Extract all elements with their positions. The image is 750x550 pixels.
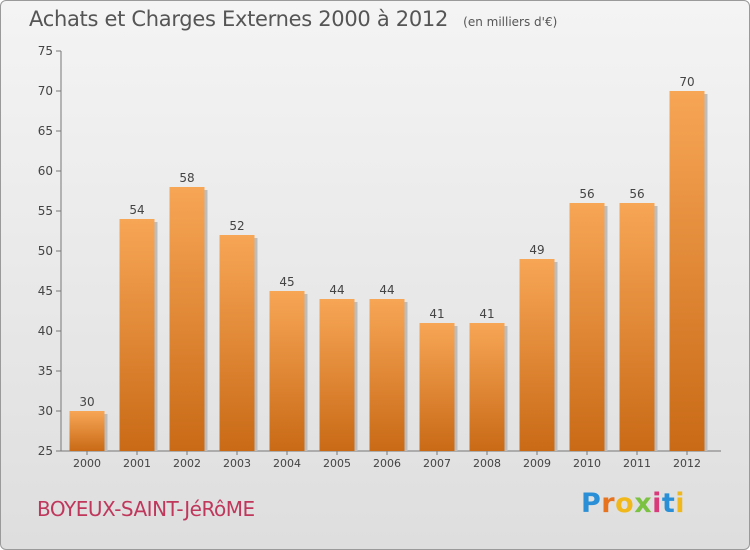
x-tick-label-2009: 2009	[523, 457, 551, 470]
brand-letter: r	[601, 488, 616, 519]
bar-2012	[669, 91, 705, 451]
x-tick-label-2001: 2001	[123, 457, 151, 470]
data-label-2004: 45	[279, 275, 294, 289]
data-label-2008: 41	[479, 307, 494, 321]
bar-2000	[69, 411, 105, 451]
x-tick-label-2011: 2011	[623, 457, 651, 470]
bar-2011	[619, 203, 655, 451]
bar-2006	[369, 299, 405, 451]
x-tick-label-2012: 2012	[673, 457, 701, 470]
x-tick-label-2000: 2000	[73, 457, 101, 470]
brand-letter: x	[634, 488, 653, 519]
x-tick-label-2007: 2007	[423, 457, 451, 470]
y-tick-label: 70	[38, 84, 53, 98]
x-tick-label-2008: 2008	[473, 457, 501, 470]
data-label-2000: 30	[79, 395, 94, 409]
bar-2007	[419, 323, 455, 451]
data-label-2005: 44	[329, 283, 344, 297]
data-label-2010: 56	[579, 187, 594, 201]
brand-letter: P	[581, 488, 602, 519]
chart-title: Achats et Charges Externes 2000 à 2012	[29, 7, 449, 31]
y-tick-label: 25	[38, 444, 53, 458]
data-label-2002: 58	[179, 171, 194, 185]
brand-logo: Proxiti	[581, 488, 685, 519]
chart-unit-label: (en milliers d'€)	[463, 15, 558, 29]
y-tick-label: 45	[38, 284, 53, 298]
x-tick-label-2002: 2002	[173, 457, 201, 470]
bar-2005	[319, 299, 355, 451]
data-label-2011: 56	[629, 187, 644, 201]
data-label-2001: 54	[129, 203, 144, 217]
bar-2003	[219, 235, 255, 451]
y-tick-label: 55	[38, 204, 53, 218]
data-label-2003: 52	[229, 219, 244, 233]
brand-letter: o	[615, 488, 635, 519]
data-label-2009: 49	[529, 243, 544, 257]
y-tick-label: 35	[38, 364, 53, 378]
bar-2004	[269, 291, 305, 451]
y-tick-label: 30	[38, 404, 53, 418]
bar-2001	[119, 219, 155, 451]
data-label-2012: 70	[679, 75, 694, 89]
y-tick-label: 40	[38, 324, 53, 338]
bar-2002	[169, 187, 205, 451]
title-row: Achats et Charges Externes 2000 à 2012 (…	[29, 7, 557, 31]
x-tick-label-2006: 2006	[373, 457, 401, 470]
brand-letter: i	[675, 488, 686, 519]
data-label-2007: 41	[429, 307, 444, 321]
y-tick-label: 60	[38, 164, 53, 178]
data-labels: 30 54 58 52 45 44 44 41 41 49 56 56 70	[79, 75, 694, 409]
bar-2008	[469, 323, 505, 451]
data-label-2006: 44	[379, 283, 394, 297]
x-tick-label-2005: 2005	[323, 457, 351, 470]
x-tick-label-2010: 2010	[573, 457, 601, 470]
x-tick-label-2003: 2003	[223, 457, 251, 470]
bar-2010	[569, 203, 605, 451]
x-tick-label-2004: 2004	[273, 457, 301, 470]
axes: 25 30 35 40 45 50 55 60 65 70 75 2000 2001 2002 2003 20…	[38, 44, 721, 470]
brand-letter: t	[661, 488, 676, 519]
commune-name: BOYEUX-SAINT-JéRôME	[37, 497, 255, 521]
y-tick-label: 75	[38, 44, 53, 58]
y-tick-label: 50	[38, 244, 53, 258]
y-tick-label: 65	[38, 124, 53, 138]
bars	[69, 91, 708, 451]
bar-2009	[519, 259, 555, 451]
brand-letter: i	[652, 488, 662, 519]
